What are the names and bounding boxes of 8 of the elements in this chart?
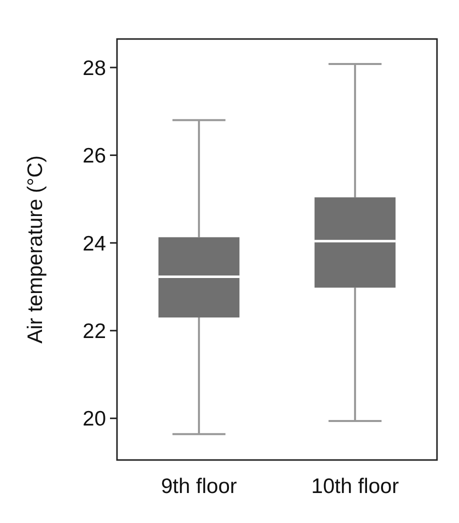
y-tick-label: 22 [82,320,106,343]
y-tick-label: 24 [82,232,106,256]
y-tick-label: 28 [82,56,106,80]
y-tick-label: 26 [82,144,106,168]
y-tick-label: 20 [82,408,106,431]
x-tick-label: 9th floor [161,475,237,498]
x-tick-label: 10th floor [311,475,399,498]
y-axis-title: Air temperature (°C) [24,155,47,344]
